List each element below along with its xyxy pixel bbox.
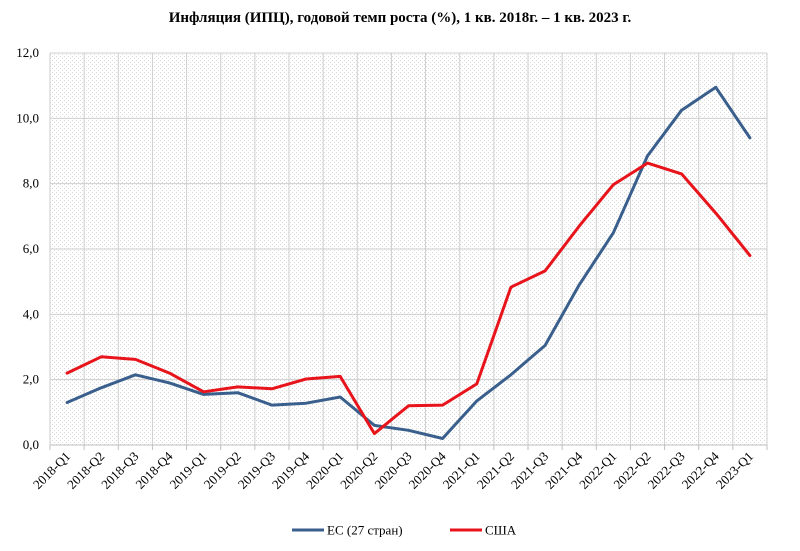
- chart-title: Инфляция (ИПЦ), годовой темп роста (%), …: [168, 10, 632, 26]
- x-tick-label: 2018-Q3: [98, 449, 141, 492]
- x-tick-label: 2022-Q3: [644, 449, 687, 492]
- x-tick-label: 2021-Q1: [440, 449, 483, 492]
- x-tick-label: 2022-Q2: [610, 449, 653, 492]
- x-tick-label: 2018-Q1: [30, 449, 73, 492]
- y-tick-label: 8,0: [23, 176, 39, 191]
- series-line-1: [65, 85, 752, 440]
- y-tick-label: 10,0: [16, 110, 39, 125]
- x-tick-label: 2018-Q2: [64, 449, 107, 492]
- x-tick-label: 2022-Q1: [576, 449, 619, 492]
- x-tick-label: 2020-Q2: [337, 449, 380, 492]
- x-tick-label: 2020-Q1: [303, 449, 346, 492]
- x-tick-label: 2019-Q3: [235, 449, 278, 492]
- y-tick-label: 0,0: [23, 437, 39, 452]
- y-tick-label: 4,0: [23, 306, 39, 321]
- x-tick-label: 2021-Q2: [474, 449, 517, 492]
- y-tick-label: 6,0: [23, 241, 39, 256]
- x-tick-label: 2023-Q1: [713, 449, 756, 492]
- y-tick-label: 12,0: [16, 45, 39, 60]
- legend-label-1: ЕС (27 стран): [327, 523, 403, 538]
- series-line-2: [65, 161, 752, 436]
- x-tick-label: 2019-Q2: [201, 449, 244, 492]
- legend-label-2: США: [485, 523, 517, 538]
- y-tick-label: 2,0: [23, 372, 39, 387]
- x-tick-label: 2020-Q3: [371, 449, 414, 492]
- x-tick-label: 2019-Q1: [166, 449, 209, 492]
- x-tick-label: 2021-Q3: [508, 449, 551, 492]
